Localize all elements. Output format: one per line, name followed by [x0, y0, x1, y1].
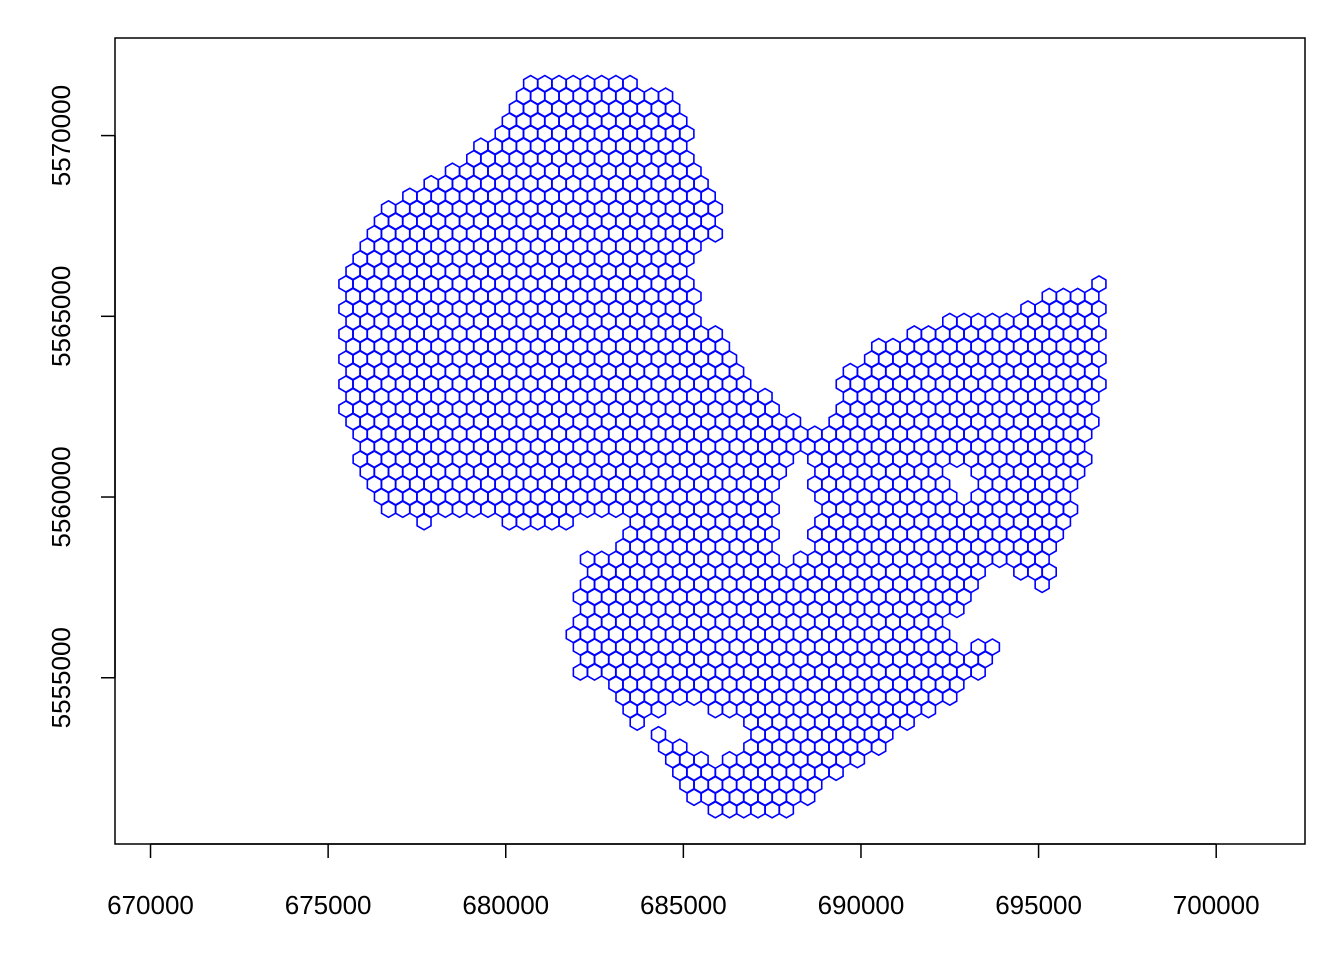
hex-cell	[551, 74, 567, 93]
hex-cell	[906, 325, 923, 343]
hex-cell	[792, 550, 809, 569]
y-tick-label: 5570000	[46, 85, 76, 186]
hex-cell	[473, 137, 489, 156]
hex-cell	[565, 74, 582, 93]
y-tick-label: 5565000	[46, 266, 76, 367]
hex-cell	[807, 425, 823, 444]
hex-cell	[984, 312, 1001, 331]
hex-cell	[622, 74, 638, 93]
hex-cell	[593, 74, 610, 93]
hex-cell	[970, 312, 986, 331]
x-tick-label: 690000	[818, 890, 905, 920]
x-axis: 670000 675000 680000 685000 690000 695000 7000…	[107, 843, 1260, 920]
hex-cell	[537, 74, 553, 93]
x-tick-label: 700000	[1173, 890, 1260, 920]
hex-cell	[920, 325, 937, 343]
hex-cell	[522, 74, 539, 93]
hex-cell	[650, 725, 667, 744]
hex-cell	[1091, 274, 1107, 293]
hex-cell	[1020, 300, 1036, 318]
x-tick-label: 685000	[640, 890, 727, 920]
hex-cell	[842, 362, 859, 381]
y-tick-label: 5560000	[46, 446, 76, 547]
x-tick-label: 670000	[107, 890, 194, 920]
y-tick-label: 5555000	[46, 627, 76, 728]
hex-cell	[579, 74, 596, 93]
hex-cell	[998, 312, 1015, 331]
hex-cell	[1055, 287, 1072, 306]
x-tick-label: 675000	[285, 890, 372, 920]
hex-cell	[608, 74, 624, 93]
hex-cell	[380, 199, 397, 218]
x-tick-label: 680000	[462, 890, 549, 920]
hex-cell	[885, 337, 901, 356]
hex-cell	[1041, 287, 1057, 306]
hex-cell	[672, 738, 688, 757]
hex-cell	[657, 87, 674, 106]
hex-cell	[870, 337, 887, 356]
hex-cell	[942, 312, 958, 331]
y-axis: 5555000 5560000 5565000 5570000	[46, 85, 116, 728]
hex-cell	[757, 387, 773, 406]
hex-cell	[444, 162, 461, 181]
plot-frame	[114, 37, 1306, 845]
hex-cell	[956, 312, 972, 331]
hex-cell	[423, 174, 439, 193]
hex-cell	[707, 325, 724, 343]
hexagon-cells	[338, 74, 1107, 819]
hex-cell	[693, 750, 709, 769]
hex-cell	[970, 638, 986, 656]
hex-cell	[785, 412, 802, 431]
hex-cell	[643, 87, 660, 106]
hex-cell	[721, 750, 738, 769]
hex-cell	[1069, 287, 1086, 306]
hex-cell	[402, 187, 418, 206]
hex-cell	[579, 550, 596, 569]
hex-cell	[593, 550, 610, 569]
x-tick-label: 695000	[995, 890, 1082, 920]
hex-cell	[984, 638, 1001, 656]
